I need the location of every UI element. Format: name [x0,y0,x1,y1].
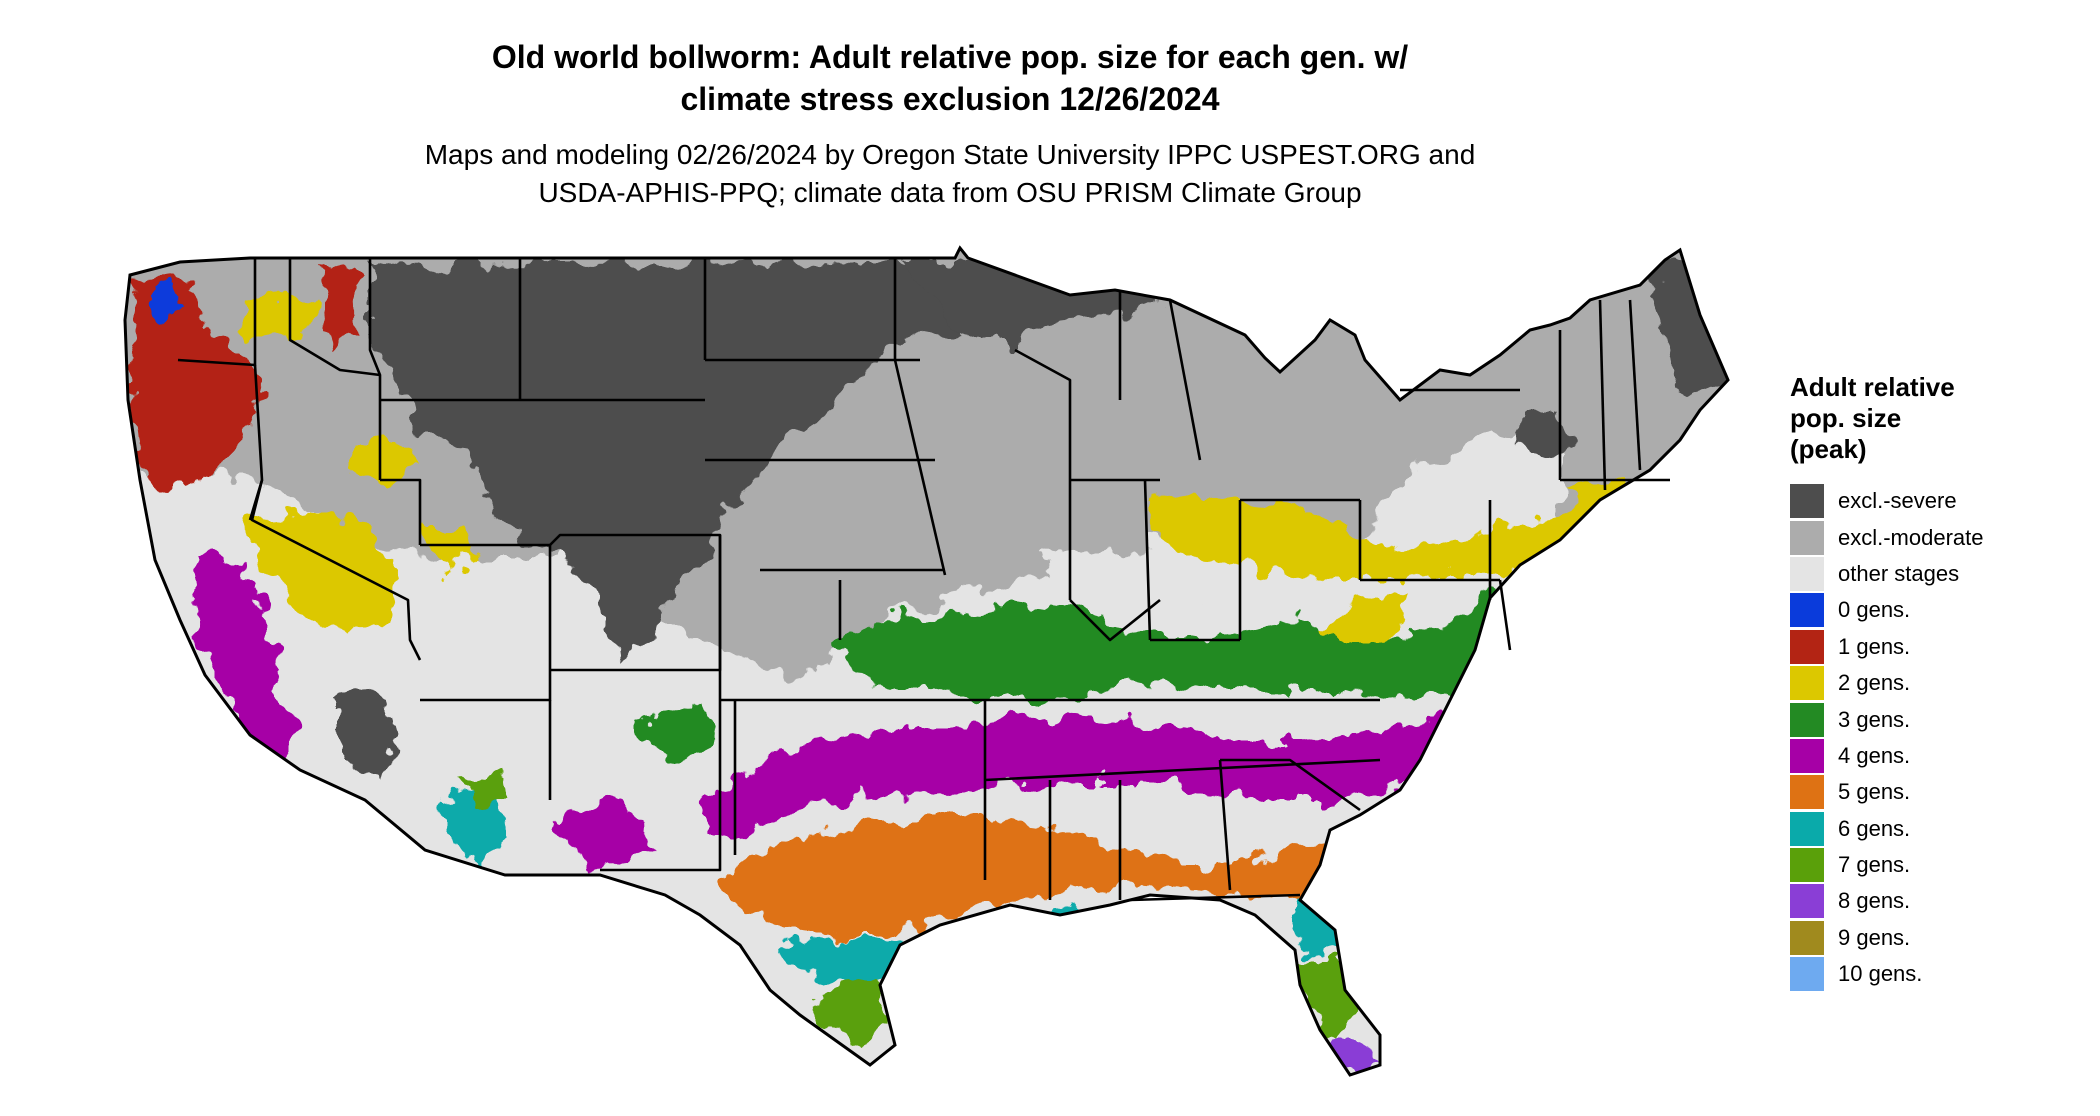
state-border [177,258,257,367]
legend-item: 5 gens. [1790,774,2090,810]
legend-label: 0 gens. [1838,597,1911,623]
legend-item: 8 gens. [1790,883,2090,919]
state-border [380,478,422,545]
zone-excl-severe-ny [1515,420,1570,460]
legend-swatch [1790,775,1824,810]
zone-0-gens-olympic [150,282,178,320]
zone-7-gens-south-texas [820,980,885,1050]
title-line-2: climate stress exclusion 12/26/2024 [680,81,1220,117]
legend-item: 2 gens. [1790,665,2090,701]
legend-swatch [1790,738,1824,773]
legend-swatch [1790,884,1824,919]
state-border [1069,598,1161,642]
legend-title-line-1: Adult relative [1790,372,1955,402]
legend-label: 9 gens. [1838,924,1911,950]
state-border [1143,479,1152,641]
zone-1-gens-pnw [130,275,260,490]
zone-4-gens-south [700,705,1490,840]
state-border [1220,758,1361,812]
legend-items: excl.-severe excl.-moderate other stages 0 … [1790,483,2090,992]
zone-2-gens-idaho [350,440,420,480]
state-border [600,670,722,872]
legend-swatch [1790,629,1824,664]
legend-label: 5 gens. [1838,779,1911,805]
zone-excl-severe-west [370,262,960,660]
legend-item: other stages [1790,556,2090,592]
zone-2-gens-washington [240,290,320,340]
legend-swatch [1790,666,1824,701]
legend-item: 0 gens. [1790,592,2090,628]
legend-label: excl.-moderate [1838,524,1984,550]
legend-label: excl.-severe [1838,488,1957,514]
zone-2-gens-nevada [250,510,400,630]
legend-label: 4 gens. [1838,742,1911,768]
legend-swatch [1790,520,1824,555]
state-border [1498,579,1512,651]
legend-swatch [1790,920,1824,955]
map-subtitle: Maps and modeling 02/26/2024 by Oregon S… [230,136,1670,212]
state-border [288,258,382,480]
legend-label: 6 gens. [1838,815,1911,841]
legend-label: 2 gens. [1838,670,1911,696]
legend-item: excl.-severe [1790,483,2090,519]
legend-item: 3 gens. [1790,701,2090,737]
state-border [1014,348,1072,600]
legend-item: 4 gens. [1790,738,2090,774]
zone-2-gens-northeast [1150,495,1600,578]
legend-swatch [1790,593,1824,628]
zone-4-gens-california [190,560,300,760]
legend-item: 10 gens. [1790,956,2090,992]
legend-item: 7 gens. [1790,847,2090,883]
legend-swatch [1790,702,1824,737]
legend-label: 10 gens. [1838,961,1923,987]
state-border [1598,299,1607,491]
zone-4-gens-arizona [560,800,660,870]
legend-swatch [1790,848,1824,883]
state-border [893,359,947,576]
legend-label: 1 gens. [1838,633,1911,659]
state-border [1218,759,1232,891]
legend-item: 1 gens. [1790,629,2090,665]
zone-6-gens-arizona [440,790,510,860]
legend-label: 7 gens. [1838,852,1911,878]
state-border [368,258,382,376]
legend-item: excl.-moderate [1790,519,2090,555]
zone-excl-severe-sw [340,690,400,780]
zone-5-gens-gulf [720,820,1370,935]
zone-3-gens-central [840,590,1510,700]
legend-label: 8 gens. [1838,888,1911,914]
legend-title-line-3: (peak) [1790,434,1867,464]
title-line-1: Old world bollworm: Adult relative pop. … [491,39,1409,75]
legend-title-line-2: pop. size [1790,403,1902,433]
zone-7-gens-az-patch [460,775,510,810]
zone-1-gens-idaho [320,270,355,340]
legend: Adult relative pop. size (peak) excl.-se… [1790,372,2090,992]
zone-3-gens-nm [640,700,720,760]
legend-label: other stages [1838,560,1960,586]
legend-swatch [1790,484,1824,519]
subtitle-line-1: Maps and modeling 02/26/2024 by Oregon S… [424,139,1476,170]
zone-6-gens-louisiana [1050,905,1130,950]
legend-item: 6 gens. [1790,811,2090,847]
legend-swatch [1790,556,1824,591]
legend-swatch [1790,811,1824,846]
state-border [984,758,1381,782]
state-border [1628,299,1642,471]
legend-label: 3 gens. [1838,706,1911,732]
legend-swatch [1790,957,1824,992]
subtitle-line-2: USDA-APHIS-PPQ; climate data from OSU PR… [538,177,1362,208]
state-border [1168,299,1202,461]
state-border [1129,893,1301,902]
state-border [250,479,422,661]
legend-title: Adult relative pop. size (peak) [1790,372,2090,465]
legend-item: 9 gens. [1790,920,2090,956]
map-title: Old world bollworm: Adult relative pop. … [230,36,1670,120]
